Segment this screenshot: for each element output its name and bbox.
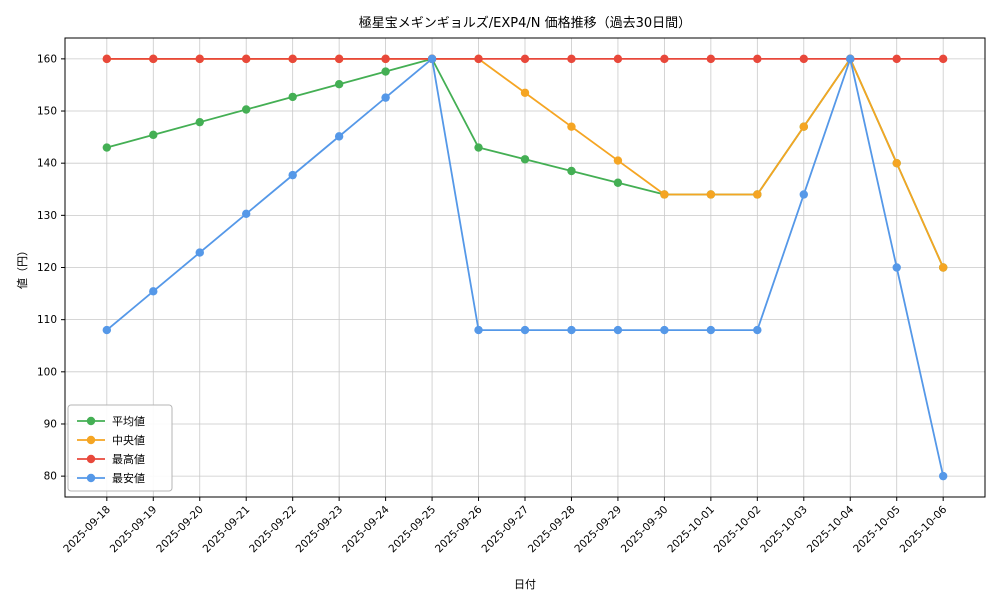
series-marker-3	[706, 325, 716, 335]
y-tick-label: 110	[37, 314, 57, 326]
series-marker-2	[474, 54, 483, 64]
legend-label: 中央値	[112, 434, 145, 447]
legend-marker	[86, 454, 96, 464]
y-tick-label: 150	[37, 106, 57, 118]
y-tick-label: 90	[44, 418, 57, 430]
series-marker-3	[474, 325, 483, 335]
series-marker-3	[938, 471, 948, 481]
series-marker-1	[892, 158, 901, 168]
y-tick-label: 140	[37, 158, 57, 170]
series-marker-3	[427, 54, 437, 64]
series-marker-3	[149, 287, 158, 296]
x-tick-label: 2025-09-18	[61, 504, 113, 556]
x-tick-label: 2025-09-23	[294, 504, 346, 556]
legend-marker	[86, 435, 96, 445]
series-marker-3	[660, 325, 669, 335]
series-marker-1	[567, 122, 576, 131]
series-marker-2	[195, 54, 204, 64]
series-marker-0	[613, 178, 623, 187]
series-marker-0	[242, 105, 251, 114]
y-tick-label: 80	[44, 471, 57, 483]
series-marker-2	[288, 54, 297, 64]
series-marker-1	[520, 88, 530, 97]
series-marker-2	[938, 54, 948, 64]
series-marker-2	[799, 54, 808, 64]
series-marker-0	[149, 130, 158, 140]
x-tick-label: 2025-10-05	[851, 504, 903, 556]
legend-marker	[86, 416, 96, 426]
series-marker-0	[567, 166, 576, 176]
x-tick-label: 2025-10-03	[758, 504, 810, 556]
x-tick-label: 2025-09-19	[108, 504, 160, 556]
x-tick-label: 2025-09-26	[433, 503, 485, 555]
series-marker-1	[613, 156, 623, 165]
series-marker-2	[613, 54, 623, 64]
series-marker-1	[753, 190, 762, 199]
series-marker-2	[242, 54, 251, 64]
chart-title: 極星宝メギンギョルズ/EXP4/N 価格推移（過去30日間）	[358, 16, 692, 31]
series-marker-2	[706, 54, 716, 64]
series-marker-3	[567, 325, 576, 335]
x-tick-label: 2025-09-29	[572, 504, 624, 556]
x-tick-label: 2025-09-27	[479, 504, 531, 556]
series-marker-0	[288, 92, 297, 102]
series-marker-1	[799, 122, 808, 131]
series-marker-3	[799, 190, 808, 199]
x-tick-label: 2025-09-24	[340, 503, 392, 555]
legend-box	[67, 404, 173, 492]
legend-label: 最安値	[112, 471, 145, 485]
series-marker-0	[195, 117, 204, 127]
x-axis-label: 日付	[514, 578, 536, 591]
series-marker-2	[334, 54, 344, 64]
series-marker-2	[102, 54, 112, 64]
series-marker-3	[846, 54, 855, 64]
series-marker-0	[474, 143, 483, 152]
series-marker-0	[102, 143, 112, 152]
y-tick-label: 130	[37, 210, 57, 222]
series-marker-1	[706, 190, 716, 199]
y-tick-label: 100	[37, 366, 57, 378]
series-marker-1	[660, 190, 669, 199]
x-tick-label: 2025-09-20	[154, 504, 206, 556]
series-marker-2	[567, 54, 576, 64]
series-marker-3	[242, 209, 251, 219]
series-marker-2	[149, 54, 158, 64]
series-marker-0	[381, 67, 390, 76]
series-marker-2	[381, 54, 390, 64]
legend-marker	[86, 473, 96, 483]
x-tick-label: 2025-09-25	[387, 504, 439, 556]
legend-label: 平均値	[112, 415, 145, 428]
series-marker-2	[753, 54, 762, 64]
series-marker-2	[660, 54, 669, 64]
series-marker-3	[288, 170, 297, 180]
series-marker-3	[892, 263, 901, 272]
x-tick-label: 2025-10-02	[712, 504, 764, 556]
series-marker-0	[520, 155, 530, 164]
series-marker-3	[520, 325, 530, 335]
series-marker-0	[334, 80, 344, 89]
y-tick-label: 120	[37, 262, 57, 274]
x-tick-label: 2025-10-06	[898, 503, 950, 555]
x-tick-label: 2025-09-22	[247, 504, 299, 556]
series-marker-3	[195, 248, 204, 257]
x-tick-label: 2025-09-28	[526, 504, 578, 556]
series-marker-3	[753, 325, 762, 335]
series-marker-3	[381, 93, 390, 102]
legend-label: 最高値	[112, 452, 145, 466]
series-marker-2	[520, 54, 530, 64]
x-tick-label: 2025-09-30	[619, 504, 671, 556]
x-tick-label: 2025-10-01	[665, 504, 717, 556]
series-marker-1	[938, 263, 948, 272]
y-tick-label: 160	[37, 53, 57, 65]
series-marker-3	[613, 325, 623, 335]
series-marker-2	[892, 54, 901, 64]
series-marker-3	[102, 325, 112, 335]
series-marker-3	[334, 132, 344, 141]
x-tick-label: 2025-10-04	[805, 503, 857, 555]
x-tick-label: 2025-09-21	[201, 504, 253, 556]
